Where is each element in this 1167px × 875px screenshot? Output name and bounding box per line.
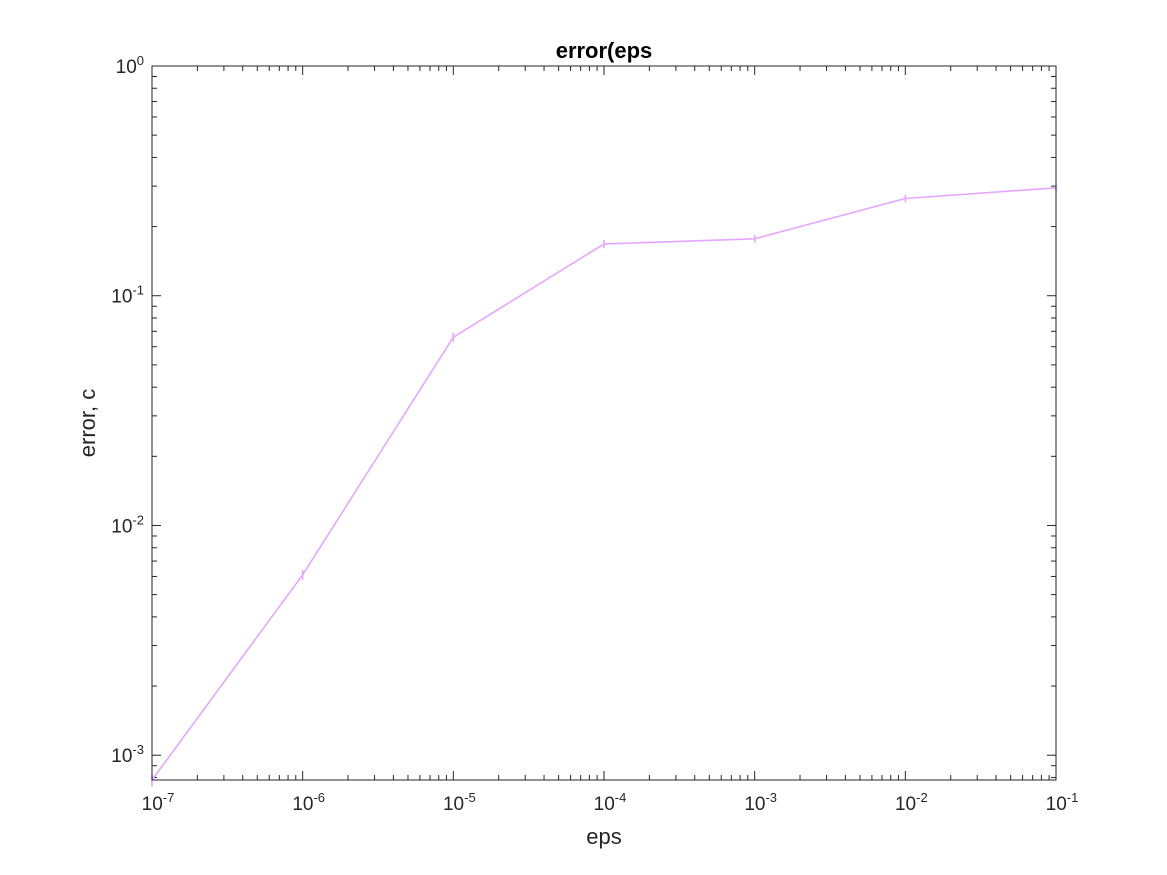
- minor-ticks: [152, 66, 1056, 780]
- x-tick-label: 10-6: [292, 790, 325, 815]
- x-axis-label: eps: [586, 824, 621, 849]
- x-tick-labels: 10-7 10-6 10-5 10-4 10-3 10-2 10-1: [142, 790, 1079, 815]
- x-tick-label: 10-3: [744, 790, 777, 815]
- data-point: [301, 573, 304, 576]
- y-tick-label: 100: [116, 53, 144, 78]
- data-point: [904, 197, 907, 200]
- y-tick-label: 10-2: [111, 512, 144, 537]
- x-tick-label: 10-4: [594, 790, 627, 815]
- x-tick-label: 10-2: [895, 790, 928, 815]
- axes-box: [151, 65, 1057, 781]
- y-tick-label: 10-1: [111, 283, 144, 308]
- data-point: [603, 243, 605, 245]
- x-tick-label: 10-7: [142, 790, 175, 815]
- plot-area: [152, 66, 1056, 780]
- y-axis-label: error, c: [75, 389, 100, 457]
- y-tick-label: 10-3: [111, 742, 144, 767]
- data-point: [452, 336, 455, 338]
- x-tick-label: 10-1: [1046, 790, 1079, 815]
- chart-title: error(eps: [556, 38, 653, 63]
- data-point: [753, 237, 756, 240]
- y-tick-labels: 10-3 10-2 10-1 100: [111, 53, 144, 767]
- x-tick-label: 10-5: [443, 790, 476, 815]
